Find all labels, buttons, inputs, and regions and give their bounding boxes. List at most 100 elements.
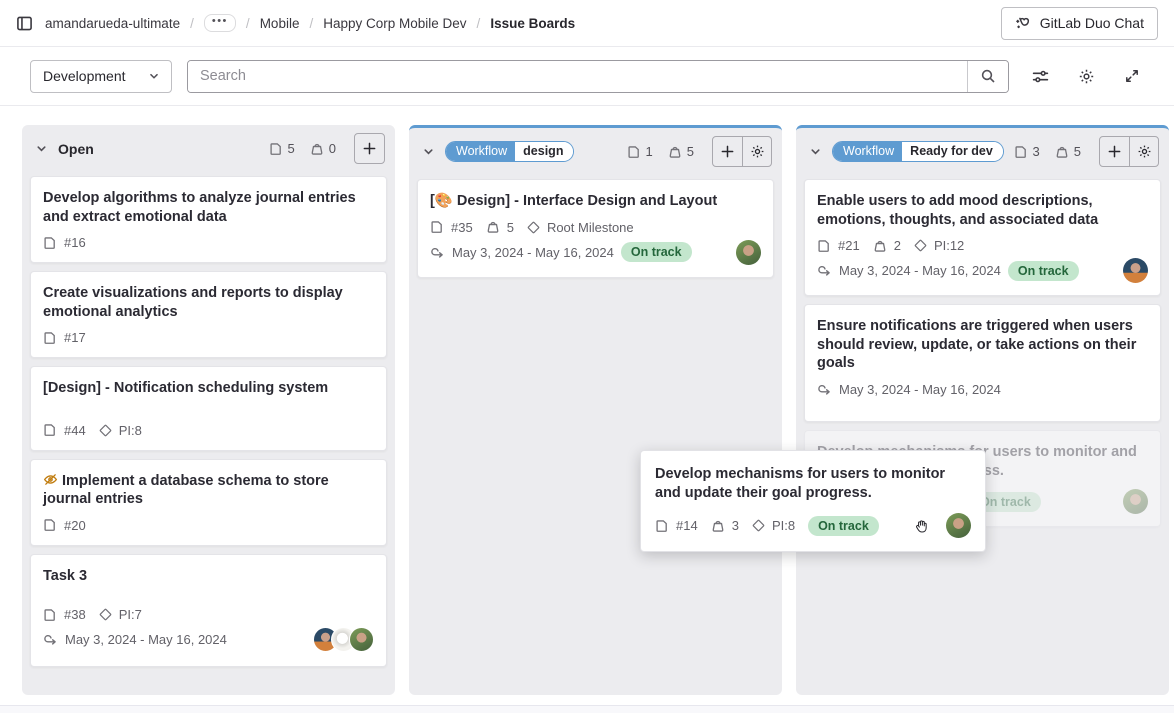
issue-card[interactable]: Implement a database schema to store jou… <box>30 458 387 546</box>
milestone-icon <box>527 221 540 234</box>
issue-reference: #21 <box>838 238 860 254</box>
issue-card[interactable]: [🎨 Design] - Interface Design and Layout… <box>417 179 774 278</box>
list-settings-gear-icon[interactable] <box>1129 137 1158 166</box>
breadcrumb-separator: / <box>245 15 250 31</box>
issue-reference: #14 <box>676 518 698 534</box>
add-issue-button[interactable] <box>713 137 742 166</box>
board-column-open: Open 5 0 Develop algorithms to anal <box>22 125 395 695</box>
top-bar: amandarueda-ultimate / ••• / Mobile / Ha… <box>0 0 1174 47</box>
health-status-badge: On track <box>970 491 1041 512</box>
issue-reference: #20 <box>64 517 86 533</box>
collapse-column-chevron-icon[interactable] <box>421 144 436 159</box>
column-header: Open 5 0 <box>22 125 395 172</box>
issue-reference: #44 <box>64 422 86 438</box>
issues-count: 1 <box>645 144 653 159</box>
milestone-label: PI:7 <box>118 607 142 623</box>
collapse-column-chevron-icon[interactable] <box>808 144 823 159</box>
search-input[interactable] <box>188 60 967 92</box>
breadcrumb-ellipsis-button[interactable]: ••• <box>203 14 236 32</box>
scoped-label-key: Workflow <box>833 142 903 161</box>
milestone-icon <box>99 608 112 621</box>
issue-title-text: Implement a database schema to store jou… <box>43 472 329 508</box>
issue-type-icon <box>43 518 57 532</box>
issue-card[interactable]: [Design] - Notification scheduling syste… <box>30 366 387 451</box>
list-settings-gear-icon[interactable] <box>742 137 771 166</box>
health-status-badge: On track <box>808 515 879 536</box>
column-card-list: Develop algorithms to analyze journal en… <box>22 172 395 675</box>
issue-reference: #35 <box>451 219 473 235</box>
health-status-badge: On track <box>1007 260 1079 281</box>
issue-type-icon <box>430 220 444 234</box>
scoped-label[interactable]: Workflow design <box>445 141 575 162</box>
issues-count-icon <box>1014 145 1028 159</box>
board-switcher-value: Development <box>43 68 126 84</box>
milestone-icon <box>99 424 112 437</box>
issue-title[interactable]: Ensure notifications are triggered when … <box>817 318 1137 372</box>
breadcrumb: amandarueda-ultimate / ••• / Mobile / Ha… <box>45 14 575 32</box>
issue-type-icon <box>817 239 831 253</box>
issue-weight: 5 <box>506 219 514 235</box>
board-switcher-dropdown[interactable]: Development <box>30 59 172 93</box>
issue-card[interactable]: Task 3 #38 PI:7 May 3, 2024 - May 16, 20… <box>30 553 387 668</box>
board-column-workflow-ready-for-dev: Workflow Ready for dev 3 5 Enab <box>796 125 1169 695</box>
display-preferences-icon[interactable] <box>1028 64 1053 89</box>
board-settings-gear-icon[interactable] <box>1074 64 1099 89</box>
column-card-list: [🎨 Design] - Interface Design and Layout… <box>409 175 782 286</box>
issue-reference: #16 <box>64 235 86 251</box>
column-header: Workflow Ready for dev 3 5 <box>796 128 1169 175</box>
issue-type-icon <box>43 423 57 437</box>
column-header: Workflow design 1 5 <box>409 128 782 175</box>
breadcrumb-group[interactable]: Mobile <box>259 15 300 31</box>
iteration-icon <box>817 382 832 397</box>
assignee-avatar[interactable] <box>736 239 761 265</box>
weight-icon <box>310 142 324 156</box>
milestone-label: PI:12 <box>933 238 965 254</box>
assignee-avatar[interactable] <box>1123 258 1148 284</box>
add-issue-button[interactable] <box>1100 137 1129 166</box>
issue-title[interactable]: [Design] - Notification scheduling syste… <box>43 380 329 397</box>
issue-type-icon <box>655 519 669 533</box>
milestone-label: Root Milestone <box>546 219 634 235</box>
assignee-avatar[interactable] <box>349 627 374 653</box>
filtered-search <box>187 59 1009 93</box>
issue-title[interactable]: Task 3 <box>43 567 88 584</box>
weight-icon <box>668 145 682 159</box>
collapse-column-chevron-icon[interactable] <box>34 141 49 156</box>
scoped-label[interactable]: Workflow Ready for dev <box>832 141 1004 162</box>
breadcrumb-project[interactable]: amandarueda-ultimate <box>45 15 181 31</box>
fullscreen-expand-icon[interactable] <box>1120 64 1144 88</box>
issue-title[interactable]: Create visualizations and reports to dis… <box>43 285 343 320</box>
dragged-issue-card[interactable]: Develop mechanisms for users to monitor … <box>640 450 986 553</box>
weight-icon <box>1055 145 1069 159</box>
weight-total: 5 <box>686 144 694 159</box>
add-issue-button[interactable] <box>355 134 384 163</box>
duo-chat-icon <box>1015 15 1032 32</box>
horizontal-scrollbar-track[interactable] <box>0 705 1174 713</box>
sidebar-toggle-icon[interactable] <box>16 15 33 32</box>
issue-title[interactable]: [🎨 Design] - Interface Design and Layout <box>430 193 718 209</box>
iteration-dates: May 3, 2024 - May 16, 2024 <box>839 263 1001 279</box>
issue-card[interactable]: Ensure notifications are triggered when … <box>804 304 1161 423</box>
column-title: Open <box>58 140 94 157</box>
assignee-avatar <box>1123 489 1148 515</box>
issue-title[interactable]: Implement a database schema to store jou… <box>43 472 374 509</box>
iteration-dates: May 3, 2024 - May 16, 2024 <box>452 244 614 260</box>
issue-card[interactable]: Create visualizations and reports to dis… <box>30 271 387 359</box>
issue-card[interactable]: Develop algorithms to analyze journal en… <box>30 176 387 264</box>
filter-bar: Development <box>0 47 1174 106</box>
issue-card[interactable]: Enable users to add mood descriptions, e… <box>804 179 1161 297</box>
issue-title[interactable]: Develop algorithms to analyze journal en… <box>43 190 356 225</box>
weight-icon <box>486 220 500 234</box>
iteration-dates: May 3, 2024 - May 16, 2024 <box>65 632 227 648</box>
weight-total: 0 <box>328 141 336 156</box>
issue-reference: #38 <box>64 607 86 623</box>
gitlab-duo-chat-button[interactable]: GitLab Duo Chat <box>1000 6 1158 40</box>
column-counts: 3 5 <box>1014 144 1081 159</box>
scoped-label-value: design <box>515 142 574 161</box>
issue-type-icon <box>43 331 57 345</box>
search-icon[interactable] <box>967 60 1008 92</box>
assignee-avatar <box>946 513 971 539</box>
iteration-icon <box>43 632 58 647</box>
breadcrumb-subgroup[interactable]: Happy Corp Mobile Dev <box>323 15 467 31</box>
issue-title[interactable]: Enable users to add mood descriptions, e… <box>817 193 1099 228</box>
